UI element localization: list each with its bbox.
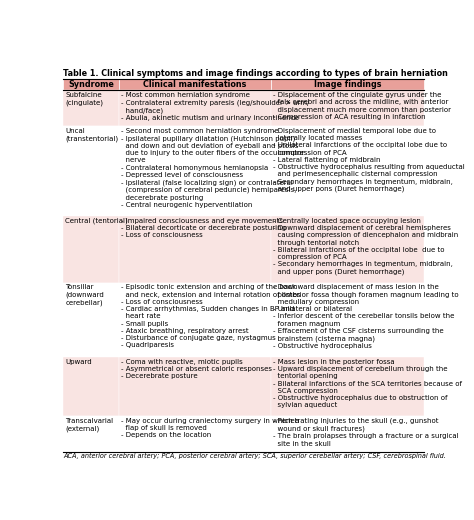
Text: - Episodic tonic extension and arching of the back
  and neck, extension and int: - Episodic tonic extension and arching o… bbox=[121, 284, 301, 348]
Text: Central (tentorial): Central (tentorial) bbox=[65, 218, 128, 224]
Text: Syndrome: Syndrome bbox=[68, 80, 114, 89]
Bar bbox=[63, 357, 119, 416]
Bar bbox=[119, 90, 271, 126]
Bar bbox=[63, 282, 119, 357]
Text: - Mass lesion in the posterior fossa
- Upward displacement of cerebellum through: - Mass lesion in the posterior fossa - U… bbox=[273, 359, 462, 408]
Bar bbox=[271, 126, 424, 216]
Bar bbox=[119, 416, 271, 452]
Bar bbox=[271, 216, 424, 282]
Bar bbox=[271, 282, 424, 357]
Text: Table 1. Clinical symptoms and image findings according to types of brain hernia: Table 1. Clinical symptoms and image fin… bbox=[63, 69, 448, 77]
Bar bbox=[271, 79, 424, 90]
Text: ACA, anterior cerebral artery; PCA, posterior cerebral artery; SCA, superior cer: ACA, anterior cerebral artery; PCA, post… bbox=[63, 453, 446, 459]
Text: - Displacement of medial temporal lobe due to
  laterally located masses
- Unila: - Displacement of medial temporal lobe d… bbox=[273, 128, 465, 192]
Text: - Downward displacement of mass lesion in the
  posterior fossa though foramen m: - Downward displacement of mass lesion i… bbox=[273, 284, 459, 349]
Text: - Second most common herniation syndrome
- Ipsilateral pupillary dilatation (Hut: - Second most common herniation syndrome… bbox=[121, 128, 305, 208]
Bar bbox=[63, 79, 119, 90]
Bar bbox=[119, 357, 271, 416]
Text: Upward: Upward bbox=[65, 359, 92, 365]
Text: - Impaired consciousness and eye movements
- Bilateral decorticate or decerebrat: - Impaired consciousness and eye movemen… bbox=[121, 218, 286, 238]
Text: - Centrally located space occupying lesion
- Downward displacement of cerebral h: - Centrally located space occupying lesi… bbox=[273, 218, 458, 275]
Bar bbox=[63, 416, 119, 452]
Bar bbox=[63, 216, 119, 282]
Bar bbox=[63, 90, 119, 126]
Text: Subfalcine
(cingulate): Subfalcine (cingulate) bbox=[65, 92, 103, 106]
Bar bbox=[63, 126, 119, 216]
Bar bbox=[271, 90, 424, 126]
Bar bbox=[119, 216, 271, 282]
Text: - Displacement of the cingulate gyrus under the
  falx cerebri and across the mi: - Displacement of the cingulate gyrus un… bbox=[273, 92, 451, 120]
Text: Tonsillar
(downward
cerebellar): Tonsillar (downward cerebellar) bbox=[65, 284, 104, 306]
Text: Image findings: Image findings bbox=[314, 80, 381, 89]
Text: - Most common herniation syndrome
- Contralateral extremity paresis (leg/shoulde: - Most common herniation syndrome - Cont… bbox=[121, 92, 310, 121]
Text: Transcalvarial
(external): Transcalvarial (external) bbox=[65, 418, 114, 432]
Bar bbox=[119, 126, 271, 216]
Bar bbox=[271, 416, 424, 452]
Text: - May occur during craniectomy surgery in which a
  flap of skull is removed
- D: - May occur during craniectomy surgery i… bbox=[121, 418, 300, 438]
Text: Uncal
(transtentorial): Uncal (transtentorial) bbox=[65, 128, 118, 141]
Text: - Coma with reactive, miotic pupils
- Asymmetrical or absent caloric responses
-: - Coma with reactive, miotic pupils - As… bbox=[121, 359, 273, 380]
Bar bbox=[119, 282, 271, 357]
Bar bbox=[271, 357, 424, 416]
Text: - Penetrating injuries to the skull (e.g., gunshot
  wound or skull fractures)
-: - Penetrating injuries to the skull (e.g… bbox=[273, 418, 459, 447]
Text: Clinical manifestations: Clinical manifestations bbox=[143, 80, 246, 89]
Bar bbox=[119, 79, 271, 90]
